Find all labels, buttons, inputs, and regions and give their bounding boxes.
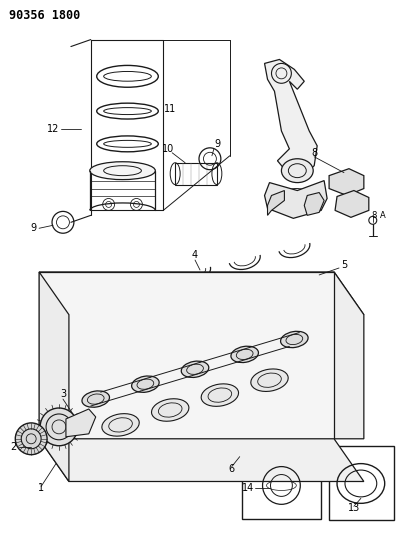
Ellipse shape <box>102 414 139 436</box>
Polygon shape <box>39 272 69 481</box>
Text: 5: 5 <box>341 260 347 270</box>
Ellipse shape <box>132 376 159 392</box>
Text: 8 A: 8 A <box>372 211 385 220</box>
Text: 90356 1800: 90356 1800 <box>9 9 81 22</box>
Text: 1: 1 <box>38 483 44 494</box>
Ellipse shape <box>231 346 259 362</box>
Ellipse shape <box>152 399 189 421</box>
Bar <box>242 451 321 519</box>
Ellipse shape <box>181 361 209 377</box>
Bar <box>175 163 217 184</box>
Text: 8: 8 <box>311 148 317 158</box>
Ellipse shape <box>280 332 308 348</box>
Text: 4: 4 <box>192 250 198 260</box>
Text: 14: 14 <box>241 483 254 494</box>
Polygon shape <box>329 168 364 196</box>
Bar <box>329 446 394 520</box>
Ellipse shape <box>90 161 155 180</box>
Polygon shape <box>39 272 364 314</box>
Polygon shape <box>39 439 364 481</box>
Polygon shape <box>304 192 324 215</box>
Text: 11: 11 <box>164 104 176 114</box>
Ellipse shape <box>201 384 239 406</box>
Polygon shape <box>334 272 364 439</box>
Text: 9: 9 <box>30 223 36 233</box>
Text: 12: 12 <box>47 124 59 134</box>
Polygon shape <box>39 272 334 439</box>
Text: 6: 6 <box>229 464 235 474</box>
Polygon shape <box>267 190 284 215</box>
Ellipse shape <box>40 408 78 446</box>
Text: 13: 13 <box>348 503 360 513</box>
Text: 9: 9 <box>215 139 221 149</box>
Text: 3: 3 <box>60 389 66 399</box>
Ellipse shape <box>82 391 109 407</box>
Polygon shape <box>265 181 327 219</box>
Ellipse shape <box>281 159 313 183</box>
Ellipse shape <box>15 423 47 455</box>
Text: 2: 2 <box>10 442 16 452</box>
Polygon shape <box>335 190 369 217</box>
Polygon shape <box>66 409 96 437</box>
Ellipse shape <box>251 369 288 391</box>
Polygon shape <box>265 60 317 179</box>
Text: 10: 10 <box>162 144 174 154</box>
